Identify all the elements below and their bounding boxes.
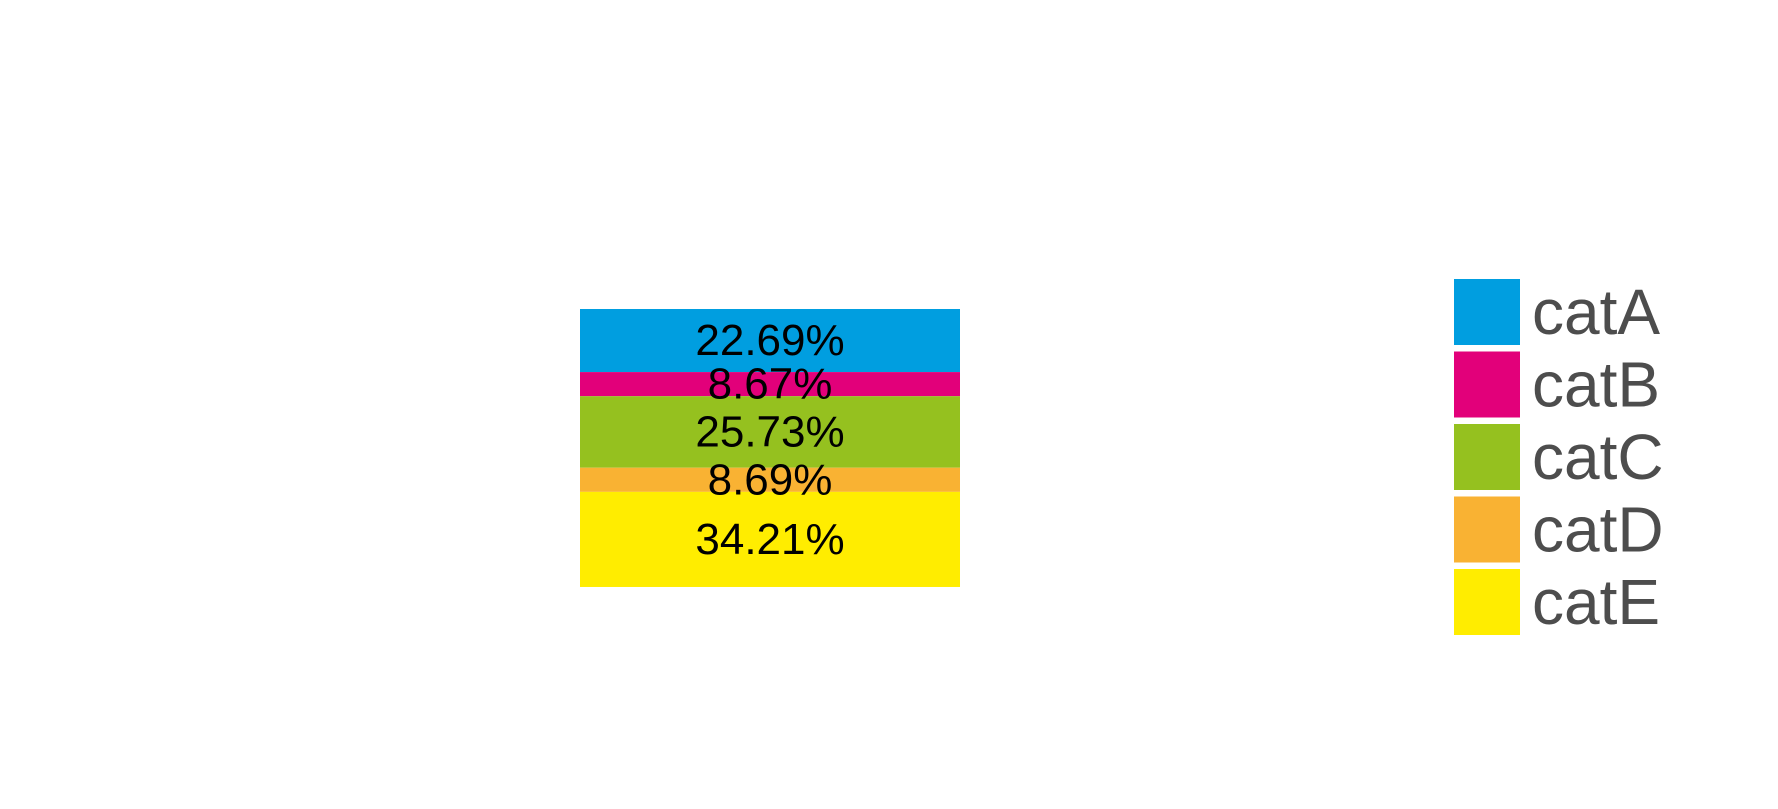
legend-label-cata: catA (1532, 276, 1660, 348)
legend-swatch-cate (1454, 569, 1520, 635)
labels-layer: 22.69%8.67%25.73%8.69% 34.21% (695, 316, 844, 564)
bar-segment-cate (580, 491, 960, 587)
legend-label-cate: catE (1532, 566, 1660, 638)
bar-segment-cata (580, 309, 960, 373)
bars-layer (580, 309, 960, 587)
legend-label-catc: catC (1532, 421, 1664, 493)
data-label-catd: 8.69% (708, 455, 833, 504)
legend-swatch-catb (1454, 351, 1520, 418)
legend-label-catd: catD (1532, 494, 1664, 566)
bar-segment-catc (580, 396, 960, 468)
legend-swatch-catd (1454, 496, 1520, 563)
data-label-cata: 22.69% (695, 316, 844, 365)
legend-swatch-cata (1454, 279, 1520, 345)
legend-swatch-catc (1454, 424, 1520, 490)
bar-segment-catb (580, 372, 960, 397)
legend-label-catb: catB (1532, 349, 1660, 421)
data-label-catc: 25.73% (695, 407, 844, 456)
bar-segment-catd (580, 467, 960, 492)
data-label-cate: 34.21% (695, 515, 844, 564)
data-label-catb: 8.67% (708, 360, 833, 409)
